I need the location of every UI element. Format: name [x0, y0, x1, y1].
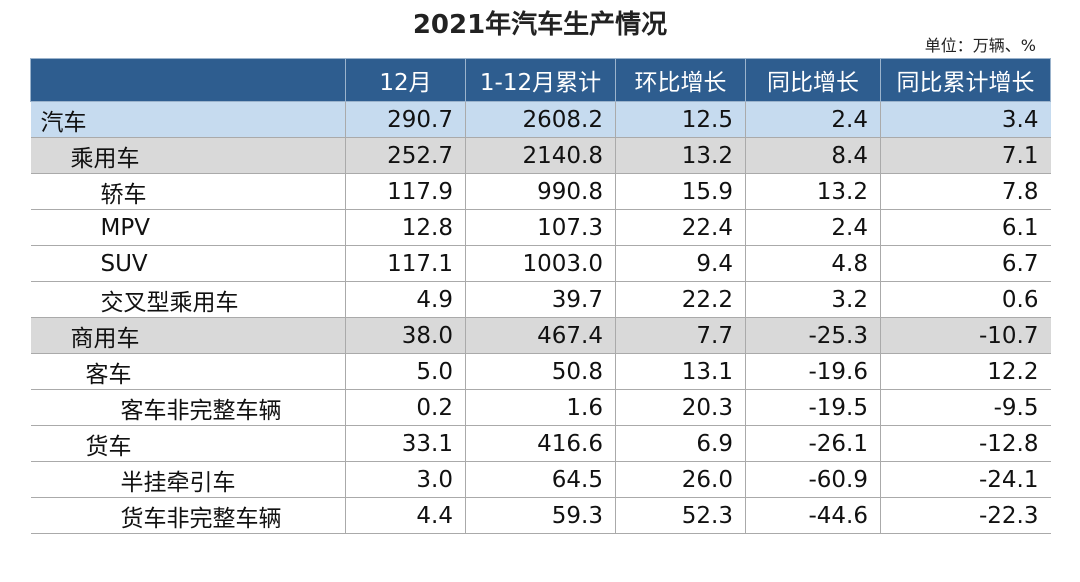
row-label: 交叉型乘用车 — [30, 281, 346, 318]
cell: 7.1 — [880, 137, 1051, 174]
cell: -24.1 — [880, 461, 1051, 498]
cell: 13.2 — [745, 173, 881, 210]
cell: 15.9 — [615, 173, 746, 210]
cell: 252.7 — [345, 137, 466, 174]
cell: 467.4 — [465, 317, 616, 354]
table-row: 汽车 290.7 2608.2 12.5 2.4 3.4 — [30, 101, 1051, 138]
cell: 6.1 — [880, 209, 1051, 246]
row-label: 客车 — [30, 353, 346, 390]
cell: 38.0 — [345, 317, 466, 354]
row-label: 货车 — [30, 425, 346, 462]
cell: 0.6 — [880, 281, 1051, 318]
row-label: 半挂牵引车 — [30, 461, 346, 498]
cell: 4.8 — [745, 245, 881, 282]
cell: 117.1 — [345, 245, 466, 282]
header-row: 12月 1-12月累计 环比增长 同比增长 同比累计增长 — [30, 58, 1051, 102]
cell: 2.4 — [745, 209, 881, 246]
cell: -44.6 — [745, 497, 881, 534]
column-header: 12月 — [345, 58, 466, 102]
table-row: MPV 12.8 107.3 22.4 2.4 6.1 — [30, 209, 1051, 246]
cell: 12.5 — [615, 101, 746, 138]
table-row: 商用车 38.0 467.4 7.7 -25.3 -10.7 — [30, 317, 1051, 354]
cell: 13.1 — [615, 353, 746, 390]
cell: 26.0 — [615, 461, 746, 498]
cell: 0.2 — [345, 389, 466, 426]
cell: 2140.8 — [465, 137, 616, 174]
cell: -9.5 — [880, 389, 1051, 426]
cell: 3.0 — [345, 461, 466, 498]
row-label: MPV — [30, 209, 346, 246]
title: 2021年汽车生产情况 — [412, 10, 668, 40]
table-row: 交叉型乘用车 4.9 39.7 22.2 3.2 0.6 — [30, 281, 1051, 318]
cell: 50.8 — [465, 353, 616, 390]
cell: 107.3 — [465, 209, 616, 246]
column-header: 1-12月累计 — [465, 58, 616, 102]
cell: 416.6 — [465, 425, 616, 462]
table-row: 半挂牵引车 3.0 64.5 26.0 -60.9 -24.1 — [30, 461, 1051, 498]
cell: -26.1 — [745, 425, 881, 462]
cell: 1.6 — [465, 389, 616, 426]
cell: 5.0 — [345, 353, 466, 390]
row-label: 乘用车 — [30, 137, 346, 174]
cell: 4.4 — [345, 497, 466, 534]
cell: -22.3 — [880, 497, 1051, 534]
row-label: 轿车 — [30, 173, 346, 210]
column-header — [30, 58, 346, 102]
column-header: 环比增长 — [615, 58, 746, 102]
cell: -12.8 — [880, 425, 1051, 462]
cell: 6.9 — [615, 425, 746, 462]
column-header: 同比累计增长 — [880, 58, 1051, 102]
row-label: 客车非完整车辆 — [30, 389, 346, 426]
cell: 9.4 — [615, 245, 746, 282]
cell: -60.9 — [745, 461, 881, 498]
cell: 8.4 — [745, 137, 881, 174]
cell: 12.2 — [880, 353, 1051, 390]
table-row: 乘用车 252.7 2140.8 13.2 8.4 7.1 — [30, 137, 1051, 174]
cell: -10.7 — [880, 317, 1051, 354]
cell: -25.3 — [745, 317, 881, 354]
table-row: SUV 117.1 1003.0 9.4 4.8 6.7 — [30, 245, 1051, 282]
table-row: 货车非完整车辆 4.4 59.3 52.3 -44.6 -22.3 — [30, 497, 1051, 534]
cell: 52.3 — [615, 497, 746, 534]
cell: 2.4 — [745, 101, 881, 138]
row-label: SUV — [30, 245, 346, 282]
cell: 22.4 — [615, 209, 746, 246]
row-label: 商用车 — [30, 317, 346, 354]
cell: 2608.2 — [465, 101, 616, 138]
cell: 7.8 — [880, 173, 1051, 210]
cell: 990.8 — [465, 173, 616, 210]
cell: 64.5 — [465, 461, 616, 498]
cell: 117.9 — [345, 173, 466, 210]
table-row: 轿车 117.9 990.8 15.9 13.2 7.8 — [30, 173, 1051, 210]
cell: 3.2 — [745, 281, 881, 318]
cell: 39.7 — [465, 281, 616, 318]
cell: 3.4 — [880, 101, 1051, 138]
column-header: 同比增长 — [745, 58, 881, 102]
production-table: 12月 1-12月累计 环比增长 同比增长 同比累计增长 汽车 290.7 2608.2 12… — [30, 58, 1051, 534]
cell: 4.9 — [345, 281, 466, 318]
cell: 290.7 — [345, 101, 466, 138]
unit-note: 单位：万辆、% — [924, 36, 1036, 55]
cell: 59.3 — [465, 497, 616, 534]
cell: 1003.0 — [465, 245, 616, 282]
cell: 13.2 — [615, 137, 746, 174]
row-label: 汽车 — [30, 101, 346, 138]
cell: 20.3 — [615, 389, 746, 426]
table-row: 客车 5.0 50.8 13.1 -19.6 12.2 — [30, 353, 1051, 390]
table-row: 货车 33.1 416.6 6.9 -26.1 -12.8 — [30, 425, 1051, 462]
cell: 12.8 — [345, 209, 466, 246]
cell: 6.7 — [880, 245, 1051, 282]
cell: -19.6 — [745, 353, 881, 390]
row-label: 货车非完整车辆 — [30, 497, 346, 534]
cell: -19.5 — [745, 389, 881, 426]
table-row: 客车非完整车辆 0.2 1.6 20.3 -19.5 -9.5 — [30, 389, 1051, 426]
cell: 7.7 — [615, 317, 746, 354]
cell: 33.1 — [345, 425, 466, 462]
cell: 22.2 — [615, 281, 746, 318]
